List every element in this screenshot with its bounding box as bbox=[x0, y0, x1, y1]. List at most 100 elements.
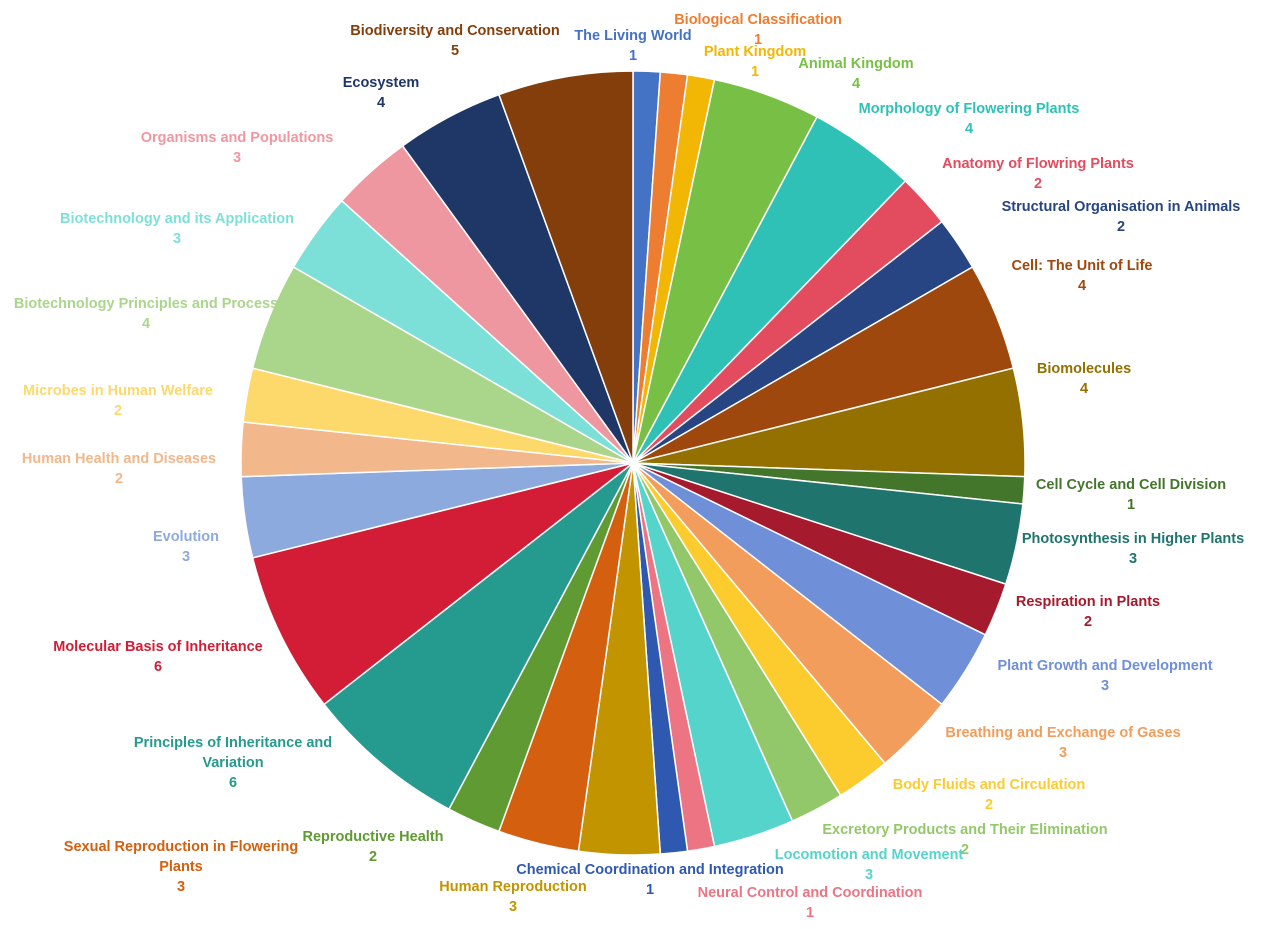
slice-data-label: Animal Kingdom 4 bbox=[798, 56, 913, 92]
slice-category-label: Human Reproduction bbox=[439, 879, 586, 895]
slice-data-label: Biotechnology Principles and Process 4 bbox=[14, 296, 278, 332]
slice-category-label: Microbes in Human Welfare bbox=[23, 383, 213, 399]
slice-category-label: Animal Kingdom bbox=[798, 56, 913, 72]
slice-category-label: Plant Kingdom bbox=[704, 44, 806, 60]
slice-data-label: Morphology of Flowering Plants 4 bbox=[859, 101, 1080, 137]
slice-category-label: Locomotion and Movement bbox=[775, 847, 964, 863]
slice-value-label: 4 bbox=[965, 121, 973, 137]
slice-data-label: Photosynthesis in Higher Plants 3 bbox=[1022, 531, 1244, 567]
slice-category-label: Anatomy of Flowring Plants bbox=[942, 156, 1134, 172]
slice-value-label: 2 bbox=[115, 471, 123, 487]
slice-category-label: Principles of Inheritance and bbox=[134, 735, 332, 751]
slice-value-label: 5 bbox=[451, 43, 459, 59]
slice-category-label: Excretory Products and Their Elimination bbox=[822, 822, 1107, 838]
slice-value-label: 2 bbox=[114, 403, 122, 419]
slice-category-label: Photosynthesis in Higher Plants bbox=[1022, 531, 1244, 547]
slice-category-label: Cell: The Unit of Life bbox=[1012, 258, 1153, 274]
slice-category-label: Plants bbox=[159, 859, 203, 875]
slice-value-label: 1 bbox=[1127, 497, 1135, 513]
slice-category-label: Plant Growth and Development bbox=[997, 658, 1212, 674]
slice-value-label: 3 bbox=[1129, 551, 1137, 567]
slice-data-label: Anatomy of Flowring Plants 2 bbox=[942, 156, 1134, 192]
slice-category-label: Evolution bbox=[153, 529, 219, 545]
slice-category-label: Respiration in Plants bbox=[1016, 594, 1160, 610]
slice-category-label: Biodiversity and Conservation bbox=[350, 23, 560, 39]
slice-data-label: Sexual Reproduction in Flowering Plants 3 bbox=[64, 839, 298, 895]
pie-slice bbox=[323, 462, 634, 811]
slice-category-label: The Living World bbox=[574, 28, 691, 44]
slice-value-label: 2 bbox=[369, 849, 377, 865]
slice-value-label: 3 bbox=[177, 879, 185, 895]
slice-data-label: Biotechnology and its Application 3 bbox=[60, 211, 294, 247]
slice-value-label: 4 bbox=[142, 316, 150, 332]
slice-value-label: 3 bbox=[1101, 678, 1109, 694]
slice-data-label: Evolution 3 bbox=[153, 529, 219, 565]
slice-value-label: 2 bbox=[961, 842, 969, 858]
slice-value-label: 1 bbox=[646, 882, 654, 898]
slice-data-label: Organisms and Populations 3 bbox=[141, 130, 334, 166]
slice-data-label: The Living World 1 bbox=[574, 28, 691, 64]
slice-category-label: Molecular Basis of Inheritance bbox=[53, 639, 263, 655]
slice-category-label: Structural Organisation in Animals bbox=[1002, 199, 1241, 215]
slice-data-label: Cell Cycle and Cell Division 1 bbox=[1036, 477, 1226, 513]
slice-category-label: Biomolecules bbox=[1037, 361, 1131, 377]
slice-category-label: Cell Cycle and Cell Division bbox=[1036, 477, 1226, 493]
slice-category-label: Chemical Coordination and Integration bbox=[516, 862, 783, 878]
slice-value-label: 3 bbox=[173, 231, 181, 247]
slice-data-label: Principles of Inheritance and Variation 6 bbox=[134, 735, 332, 791]
slice-data-label: Locomotion and Movement 3 bbox=[775, 847, 964, 883]
slice-data-label: Breathing and Exchange of Gases 3 bbox=[945, 725, 1180, 761]
slice-data-label: Excretory Products and Their Elimination… bbox=[822, 822, 1107, 858]
slice-value-label: 6 bbox=[229, 775, 237, 791]
slice-category-label: Human Health and Diseases bbox=[22, 451, 216, 467]
pie-slices bbox=[240, 70, 1026, 856]
slice-data-label: Human Health and Diseases 2 bbox=[22, 451, 216, 487]
slice-value-label: 4 bbox=[1078, 278, 1086, 294]
slice-value-label: 2 bbox=[985, 797, 993, 813]
slice-data-label: Plant Growth and Development 3 bbox=[997, 658, 1212, 694]
slice-data-label: Molecular Basis of Inheritance 6 bbox=[53, 639, 263, 675]
slice-data-label: Microbes in Human Welfare 2 bbox=[23, 383, 213, 419]
slice-category-label: Biotechnology and its Application bbox=[60, 211, 294, 227]
slice-category-label: Organisms and Populations bbox=[141, 130, 334, 146]
slice-data-label: Reproductive Health 2 bbox=[303, 829, 444, 865]
slice-value-label: 4 bbox=[377, 95, 385, 111]
slice-value-label: 2 bbox=[1034, 176, 1042, 192]
slice-data-label: Neural Control and Coordination 1 bbox=[698, 885, 923, 921]
slice-category-label: Variation bbox=[202, 755, 263, 771]
slice-value-label: 1 bbox=[751, 64, 759, 80]
slice-category-label: Ecosystem bbox=[343, 75, 420, 91]
slice-value-label: 2 bbox=[1084, 614, 1092, 630]
slice-data-label: Structural Organisation in Animals 2 bbox=[1002, 199, 1241, 235]
slice-value-label: 6 bbox=[154, 659, 162, 675]
slice-category-label: Breathing and Exchange of Gases bbox=[945, 725, 1180, 741]
slice-value-label: 3 bbox=[233, 150, 241, 166]
slice-data-label: Respiration in Plants 2 bbox=[1016, 594, 1160, 630]
pie-slice bbox=[251, 462, 634, 706]
slice-category-label: Biotechnology Principles and Process bbox=[14, 296, 278, 312]
slice-value-label: 4 bbox=[852, 76, 860, 92]
pie-slice bbox=[497, 70, 634, 464]
slice-value-label: 1 bbox=[754, 32, 762, 48]
slice-value-label: 3 bbox=[1059, 745, 1067, 761]
slice-data-label: Chemical Coordination and Integration 1 bbox=[516, 862, 783, 898]
slice-value-label: 4 bbox=[1080, 381, 1088, 397]
slice-data-label: Ecosystem 4 bbox=[343, 75, 420, 111]
slice-value-label: 3 bbox=[182, 549, 190, 565]
slice-category-label: Neural Control and Coordination bbox=[698, 885, 923, 901]
slice-value-label: 3 bbox=[865, 867, 873, 883]
slice-data-label: Plant Kingdom 1 bbox=[704, 44, 806, 80]
slice-category-label: Reproductive Health bbox=[303, 829, 444, 845]
slice-data-label: Human Reproduction 3 bbox=[439, 879, 586, 915]
slice-value-label: 3 bbox=[509, 899, 517, 915]
slice-category-label: Body Fluids and Circulation bbox=[893, 777, 1086, 793]
slice-value-label: 2 bbox=[1117, 219, 1125, 235]
slice-category-label: Sexual Reproduction in Flowering bbox=[64, 839, 298, 855]
slice-data-label: Biomolecules 4 bbox=[1037, 361, 1131, 397]
slice-value-label: 1 bbox=[806, 905, 814, 921]
slice-value-label: 1 bbox=[629, 48, 637, 64]
slice-data-label: Cell: The Unit of Life 4 bbox=[1012, 258, 1153, 294]
